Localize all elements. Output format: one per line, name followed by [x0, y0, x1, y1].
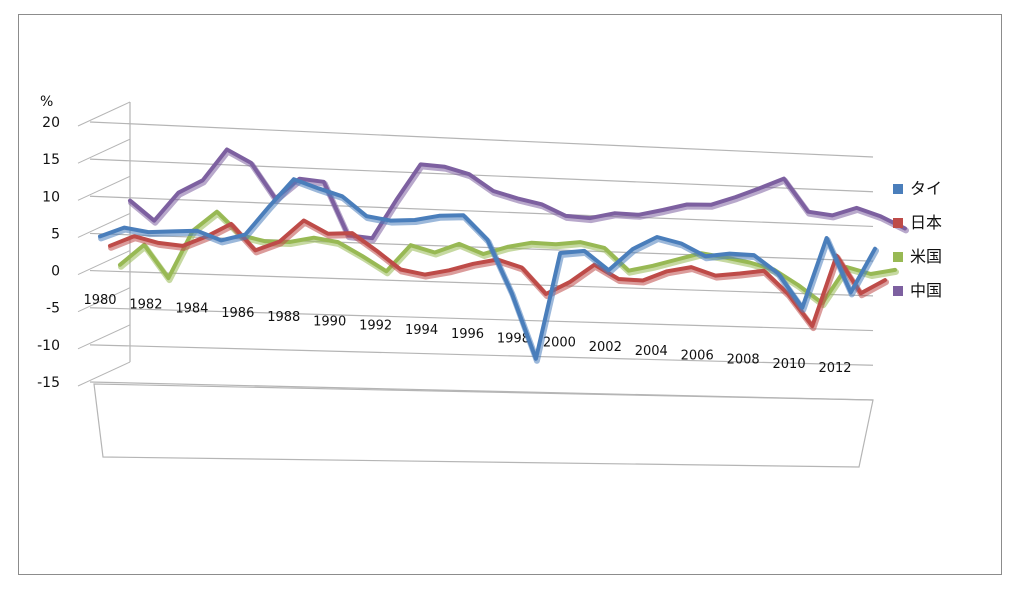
x-tick-label: 1994	[405, 323, 438, 338]
x-axis-ticks: 1980 1982 1984 1986 1988 1990 1992 1994 1996 1998…	[83, 293, 851, 376]
side-wall-gridline	[77, 287, 131, 313]
x-tick-label: 1982	[129, 297, 162, 312]
series-line-1	[98, 177, 877, 361]
side-wall-gridline	[77, 212, 131, 238]
x-tick-label: 1986	[221, 306, 254, 321]
legend-swatch	[893, 218, 903, 228]
gridline	[89, 269, 874, 297]
side-wall-gridline	[77, 138, 131, 164]
legend-label: 中国	[910, 281, 942, 300]
gridline	[89, 344, 874, 366]
gridline	[89, 121, 874, 158]
gridline	[89, 307, 874, 332]
chart-walls	[77, 101, 874, 468]
side-wall-gridline	[77, 101, 131, 127]
legend-swatch	[893, 252, 903, 262]
gridline	[89, 195, 874, 228]
legend-swatch	[893, 286, 903, 296]
chart-floor	[93, 383, 874, 468]
y-tick-label: -5	[46, 301, 60, 317]
x-tick-label: 1996	[451, 327, 484, 342]
y-tick-label: 0	[51, 264, 60, 280]
series-line-4	[128, 147, 907, 241]
series-lines	[98, 147, 909, 364]
legend-label: 日本	[910, 213, 942, 232]
y-axis-ticks: 20 15 10 5 0 -5 -10 -15	[37, 115, 60, 391]
y-tick-label: 15	[42, 152, 60, 168]
x-tick-label: 2012	[818, 361, 851, 376]
x-tick-label: 2000	[543, 336, 576, 351]
y-tick-label: 5	[51, 226, 60, 242]
side-wall-gridline	[77, 361, 131, 387]
x-tick-label: 1990	[313, 314, 346, 329]
x-tick-label: 2002	[589, 340, 622, 355]
x-tick-label: 1988	[267, 310, 300, 325]
side-wall-gridline	[77, 175, 131, 201]
y-tick-label: -15	[37, 375, 60, 391]
legend-label: 米国	[910, 247, 942, 266]
y-tick-label: -10	[37, 338, 60, 354]
x-tick-label: 1992	[359, 319, 392, 334]
side-wall-gridline	[77, 324, 131, 350]
x-tick-label: 1980	[83, 293, 116, 308]
legend-swatch	[893, 184, 903, 194]
series-ribbon-shadow	[128, 148, 909, 244]
x-tick-label: 2004	[635, 344, 668, 359]
x-tick-label: 2008	[727, 353, 760, 368]
side-wall-gridline	[77, 250, 131, 276]
x-tick-label: 1984	[175, 302, 208, 317]
x-tick-label: 2006	[681, 348, 714, 363]
x-tick-label: 1998	[497, 331, 530, 346]
y-tick-label: 20	[42, 115, 60, 131]
x-tick-label: 2010	[773, 357, 806, 372]
legend-label: タイ	[910, 179, 942, 198]
y-tick-label: 10	[42, 189, 60, 205]
y-axis-unit-label: %	[40, 94, 53, 110]
